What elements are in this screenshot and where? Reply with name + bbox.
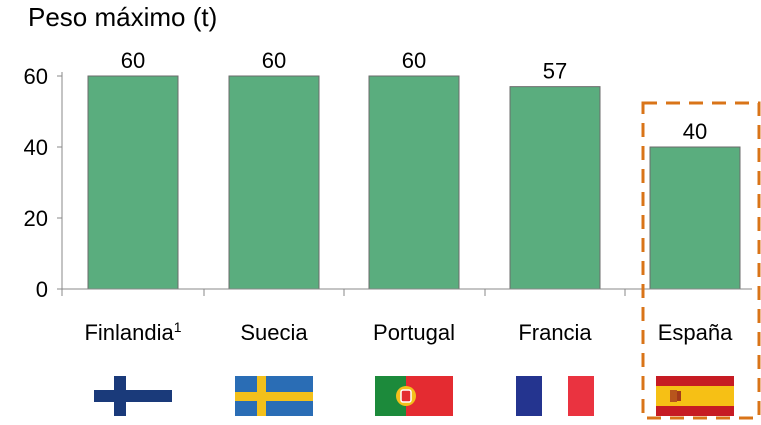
y-tick-label: 0 xyxy=(36,277,48,302)
bar-francia xyxy=(509,86,601,290)
y-tick-label: 20 xyxy=(24,206,48,231)
x-tick-label: España xyxy=(658,320,733,345)
data-label: 57 xyxy=(543,59,567,84)
x-tick-label: Portugal xyxy=(373,320,455,345)
highlight-box xyxy=(641,101,761,420)
portugal-flag-icon xyxy=(375,376,453,416)
x-tick-label: Suecia xyxy=(240,320,308,345)
data-label: 40 xyxy=(683,119,707,144)
x-tick-label: Francia xyxy=(518,320,592,345)
chart-title: Peso máximo (t) xyxy=(28,2,218,32)
data-label: 60 xyxy=(262,48,286,73)
bar-finlandia xyxy=(87,75,179,290)
finland-flag-icon xyxy=(94,376,172,416)
sweden-flag-icon xyxy=(235,376,313,416)
bar-españa xyxy=(649,146,741,290)
bar-portugal xyxy=(368,75,460,290)
bar-suecia xyxy=(228,75,320,290)
y-tick-label: 40 xyxy=(24,135,48,160)
data-label: 60 xyxy=(402,48,426,73)
footnote-superscript: 1 xyxy=(174,319,182,335)
france-flag-icon xyxy=(516,376,594,416)
data-label: 60 xyxy=(121,48,145,73)
y-tick-label: 60 xyxy=(24,64,48,89)
x-tick-label: Finlandia1 xyxy=(84,319,181,345)
spain-flag-icon xyxy=(656,376,734,416)
